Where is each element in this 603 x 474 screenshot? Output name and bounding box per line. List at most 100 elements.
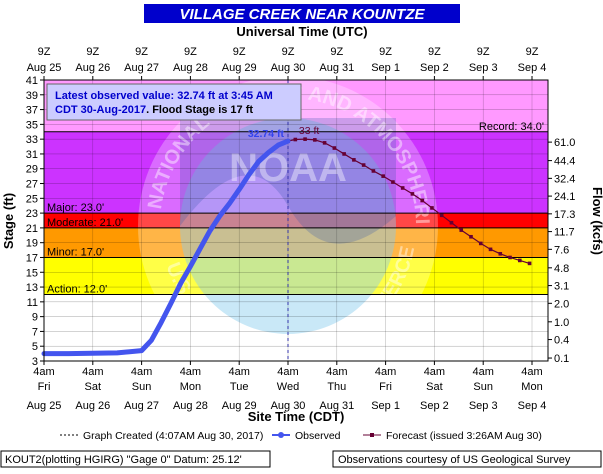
bottom-tick-time: 4am bbox=[33, 366, 54, 378]
y-tick-label: 21 bbox=[26, 223, 38, 235]
y2-tick-label: 0.4 bbox=[554, 335, 569, 347]
top-tick-date: Aug 31 bbox=[319, 62, 354, 74]
chart-title: VILLAGE CREEK NEAR KOUNTZE bbox=[179, 6, 425, 23]
forecast-point bbox=[420, 198, 424, 203]
y2-tick-label: 3.1 bbox=[554, 281, 569, 293]
observed-point bbox=[257, 159, 261, 163]
observed-point bbox=[227, 201, 232, 206]
observed-point bbox=[91, 351, 95, 355]
top-tick-date: Aug 26 bbox=[75, 62, 110, 74]
top-tick-hour: 9Z bbox=[38, 46, 51, 58]
observed-point bbox=[188, 264, 192, 268]
bottom-tick-time: 4am bbox=[424, 366, 445, 378]
observed-point bbox=[115, 351, 119, 355]
top-tick-hour: 9Z bbox=[330, 46, 343, 58]
y2-tick-label: 61.0 bbox=[554, 137, 575, 149]
bottom-tick-day: Sun bbox=[473, 381, 493, 393]
observed-point bbox=[66, 352, 70, 356]
stage-band-1 bbox=[44, 227, 548, 258]
top-tick-date: Sep 1 bbox=[371, 62, 400, 74]
watermark-bird-shape bbox=[180, 118, 396, 244]
forecast-point bbox=[508, 255, 512, 260]
legend-observed: Observed bbox=[295, 430, 341, 442]
observed-point bbox=[179, 281, 183, 285]
forecast-point bbox=[303, 137, 307, 141]
info-line-2: CDT 30-Aug-2017. Flood Stage is 17 ft bbox=[55, 104, 253, 116]
y2-tick-label: 4.8 bbox=[554, 263, 569, 275]
stage-band-2 bbox=[44, 213, 548, 228]
bottom-tick-date: Sep 1 bbox=[371, 400, 400, 412]
y2-tick-label: 32.4 bbox=[554, 173, 575, 185]
legend-observed-marker bbox=[278, 432, 284, 438]
top-tick-hour: 9Z bbox=[428, 46, 441, 58]
top-tick-date: Sep 2 bbox=[420, 62, 449, 74]
footer-credit: Observations courtesy of US Geological S… bbox=[338, 454, 571, 466]
info-line-1: Latest observed value: 32.74 ft at 3:45 … bbox=[55, 90, 273, 102]
y-tick-label: 35 bbox=[26, 119, 38, 131]
bottom-tick-day: Wed bbox=[277, 381, 299, 393]
bottom-tick-date: Aug 31 bbox=[319, 400, 354, 412]
top-tick-date: Aug 30 bbox=[271, 62, 306, 74]
forecast-point bbox=[293, 137, 298, 142]
bottom-tick-day: Tue bbox=[230, 381, 249, 393]
forecast-point bbox=[449, 220, 454, 225]
bottom-tick-time: 4am bbox=[228, 366, 249, 378]
forecast-peak-label: 33 ft bbox=[299, 125, 320, 137]
legend-forecast-marker bbox=[370, 433, 374, 437]
bottom-tick-time: 4am bbox=[82, 366, 103, 378]
top-tick-hour: 9Z bbox=[135, 46, 148, 58]
top-tick-hour: 9Z bbox=[86, 46, 99, 58]
bottom-tick-date: Aug 27 bbox=[124, 400, 159, 412]
observed-peak-label: 32.74 ft bbox=[248, 128, 285, 140]
bottom-tick-day: Mon bbox=[521, 381, 542, 393]
info-flood-stage: . Flood Stage is 17 ft bbox=[146, 104, 253, 116]
y2-tick-label: 0.1 bbox=[554, 353, 569, 365]
forecast-point bbox=[381, 174, 385, 178]
band-label-3: Major: 23.0' bbox=[47, 202, 104, 214]
forecast-point bbox=[469, 234, 473, 239]
forecast-point bbox=[498, 251, 503, 256]
y2-tick-label: 17.3 bbox=[554, 209, 575, 221]
observed-point bbox=[208, 229, 212, 233]
y-tick-label: 7 bbox=[32, 326, 38, 338]
forecast-point bbox=[459, 228, 464, 232]
info-date: CDT 30-Aug-2017 bbox=[55, 104, 146, 116]
observed-point bbox=[286, 139, 290, 143]
y-tick-label: 11 bbox=[27, 297, 38, 309]
y-tick-label: 13 bbox=[26, 282, 38, 294]
y-axis-title: Stage (ft) bbox=[1, 193, 16, 249]
y-tick-label: 19 bbox=[26, 238, 38, 250]
observed-point bbox=[247, 173, 251, 177]
bottom-tick-day: Sun bbox=[132, 381, 152, 393]
top-tick-date: Aug 29 bbox=[222, 62, 257, 74]
observed-series-line bbox=[41, 138, 291, 357]
bottom-tick-date: Sep 4 bbox=[518, 400, 547, 412]
bottom-tick-date: Aug 30 bbox=[271, 400, 306, 412]
x-axis-title: Site Time (CDT) bbox=[248, 409, 345, 424]
forecast-point bbox=[332, 146, 337, 150]
bottom-tick-date: Aug 25 bbox=[27, 400, 62, 412]
forecast-point bbox=[322, 141, 327, 145]
top-tick-hour: 9Z bbox=[282, 46, 295, 58]
legend-forecast: Forecast (issued 3:26AM Aug 30) bbox=[386, 430, 542, 442]
y-tick-label: 29 bbox=[26, 164, 38, 176]
legend-created: Graph Created (4:07AM Aug 30, 2017) bbox=[83, 430, 263, 442]
bottom-tick-date: Aug 28 bbox=[173, 400, 208, 412]
bottom-tick-time: 4am bbox=[326, 366, 347, 378]
y-tick-label: 27 bbox=[26, 179, 38, 191]
bottom-tick-time: 4am bbox=[375, 366, 396, 378]
forecast-point bbox=[439, 213, 444, 218]
y-tick-label: 3 bbox=[32, 356, 38, 368]
bottom-tick-time: 4am bbox=[180, 366, 201, 378]
bottom-tick-time: 4am bbox=[277, 366, 298, 378]
top-tick-date: Aug 28 bbox=[173, 62, 208, 74]
bottom-tick-day: Mon bbox=[180, 381, 201, 393]
top-tick-date: Sep 4 bbox=[518, 62, 547, 74]
bottom-tick-day: Thu bbox=[327, 381, 346, 393]
y2-axis-title: Flow (kcfs) bbox=[590, 187, 603, 255]
observed-point bbox=[237, 187, 241, 192]
observed-point bbox=[218, 214, 222, 218]
top-tick-date: Sep 3 bbox=[469, 62, 498, 74]
bottom-tick-day: Sat bbox=[85, 381, 102, 393]
bottom-tick-day: Fri bbox=[38, 381, 51, 393]
